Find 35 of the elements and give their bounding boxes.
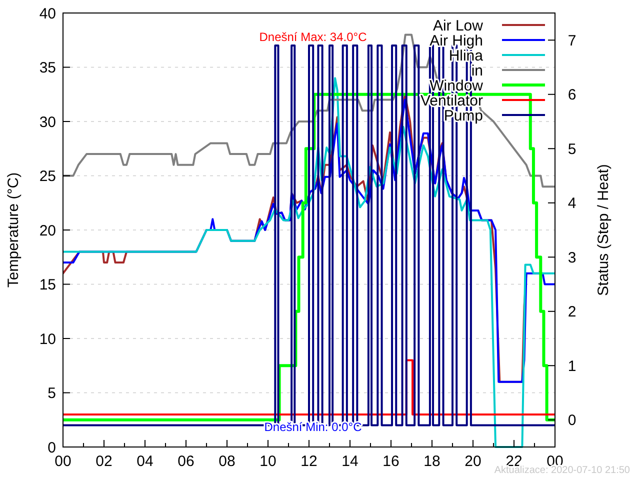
y2-tick-label: 2 <box>568 304 576 321</box>
y2-tick-label: 6 <box>568 86 576 104</box>
y2-tick-label: 7 <box>568 32 576 50</box>
y2-axis-title: Status (Step / Heat) <box>595 164 612 296</box>
x-tick-label: 10 <box>260 453 276 470</box>
y2-tick-label: 0 <box>568 412 576 430</box>
x-tick-label: 04 <box>136 453 154 470</box>
x-tick-label: 18 <box>424 453 440 470</box>
y-tick-label: 25 <box>39 168 56 185</box>
x-tick-label: 06 <box>178 453 194 470</box>
x-tick-label: 02 <box>96 453 112 470</box>
y-tick-label: 10 <box>39 330 56 348</box>
y-tick-label: 35 <box>39 60 56 76</box>
y2-tick-label: 1 <box>568 358 576 375</box>
y-tick-label: 30 <box>39 114 56 131</box>
x-tick-label: 12 <box>300 453 318 470</box>
y-tick-label: 5 <box>48 385 56 402</box>
y-tick-label: 40 <box>39 5 56 22</box>
legend-label: in <box>471 62 483 80</box>
x-tick-label: 14 <box>342 453 358 470</box>
y2-tick-label: 4 <box>568 195 576 212</box>
y-tick-label: 0 <box>48 439 56 456</box>
annotation: Dnešní Max: 34.0°C <box>259 30 368 44</box>
y-axis-title: Temperature (°C) <box>5 172 22 288</box>
y2-tick-label: 3 <box>568 249 576 266</box>
x-tick-label: 00 <box>54 453 72 470</box>
line-series <box>63 34 555 188</box>
x-tick-label: 08 <box>218 453 236 470</box>
y2-tick-label: 5 <box>568 140 576 158</box>
y-tick-label: 15 <box>39 276 56 294</box>
legend-label: Air Low <box>432 17 484 34</box>
x-tick-label: 20 <box>464 453 482 470</box>
x-tick-label: 16 <box>382 453 400 470</box>
y-tick-label: 20 <box>39 222 56 240</box>
legend-label: Air High <box>430 32 483 50</box>
